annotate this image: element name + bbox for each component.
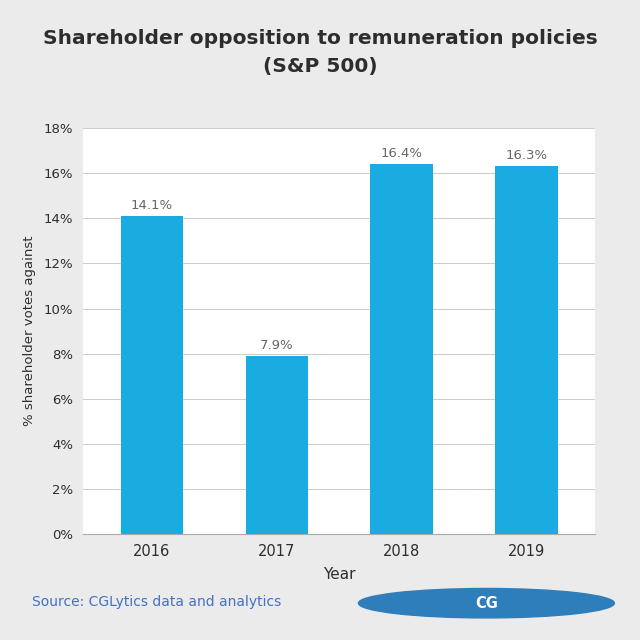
Text: Shareholder opposition to remuneration policies
(S&P 500): Shareholder opposition to remuneration p… <box>43 29 597 76</box>
Bar <box>371 164 433 534</box>
Text: 16.4%: 16.4% <box>381 147 422 159</box>
X-axis label: Year: Year <box>323 568 355 582</box>
Circle shape <box>358 589 614 618</box>
Text: Source: CGLytics data and analytics: Source: CGLytics data and analytics <box>32 595 281 609</box>
Bar <box>121 216 183 534</box>
Bar <box>495 166 557 534</box>
Bar <box>246 356 308 534</box>
Text: CG: CG <box>475 596 498 611</box>
Y-axis label: % shareholder votes against: % shareholder votes against <box>22 236 35 426</box>
Text: 14.1%: 14.1% <box>131 198 173 212</box>
Text: 7.9%: 7.9% <box>260 339 294 351</box>
Text: 16.3%: 16.3% <box>506 149 548 162</box>
